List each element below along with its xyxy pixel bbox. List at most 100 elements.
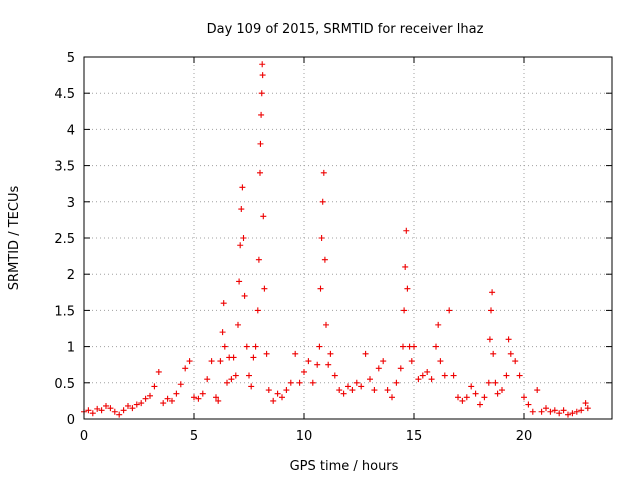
data-point [521, 394, 527, 401]
data-point [512, 358, 519, 365]
data-point [111, 408, 118, 415]
data-point [241, 292, 248, 299]
data-point [543, 405, 549, 412]
data-point [116, 411, 123, 418]
x-tick-label: 20 [516, 429, 533, 444]
data-point [125, 402, 131, 409]
data-point [578, 407, 585, 414]
data-point [257, 140, 264, 147]
x-tick-label: 15 [406, 429, 423, 444]
data-point [283, 387, 290, 394]
data-point [489, 289, 496, 296]
data-point [375, 365, 382, 372]
y-tick-label: 4.5 [54, 87, 75, 102]
data-point [129, 405, 136, 412]
data-point [213, 394, 219, 401]
data-point [248, 383, 255, 390]
data-point [446, 307, 453, 314]
data-point [503, 372, 510, 379]
data-point [270, 397, 277, 404]
data-points [81, 61, 591, 418]
data-point [560, 407, 567, 414]
data-point [263, 350, 270, 357]
data-point [433, 343, 439, 350]
data-point [358, 383, 365, 390]
data-point [384, 387, 391, 394]
data-point [450, 372, 457, 379]
chart-title: Day 109 of 2015, SRMTID for receiver lha… [207, 22, 484, 37]
data-point [393, 379, 400, 386]
x-tick-label: 10 [296, 429, 313, 444]
data-point [199, 390, 206, 397]
data-point [569, 410, 576, 417]
data-point [402, 263, 409, 270]
data-point [551, 407, 558, 414]
data-point [320, 169, 327, 176]
plot-frame [83, 56, 613, 420]
data-point [349, 387, 356, 394]
data-point [441, 372, 448, 379]
data-point [336, 387, 343, 394]
data-point [85, 407, 92, 414]
data-point [89, 410, 96, 417]
data-point [477, 401, 483, 408]
data-point [182, 365, 189, 372]
data-point [208, 358, 215, 365]
data-point [177, 381, 184, 388]
data-point [250, 354, 257, 361]
data-point [380, 358, 387, 365]
data-point [485, 379, 492, 386]
data-point [259, 61, 266, 68]
data-point [246, 372, 252, 379]
data-point [573, 408, 580, 415]
data-point [292, 350, 299, 357]
data-point [221, 343, 228, 350]
data-point [147, 392, 153, 399]
data-point [151, 383, 158, 390]
data-point [94, 405, 101, 412]
data-point [239, 184, 246, 191]
y-tick-label: 2.5 [54, 232, 75, 247]
data-point [219, 329, 226, 336]
data-point [331, 372, 338, 379]
data-point [415, 376, 422, 383]
data-point [160, 400, 167, 407]
data-point [204, 376, 211, 383]
data-point [459, 397, 466, 404]
data-point [403, 227, 410, 234]
data-point [486, 336, 493, 343]
data-point [230, 354, 237, 361]
data-point [279, 394, 285, 401]
data-point [371, 387, 378, 394]
data-point [327, 350, 334, 357]
data-point [507, 350, 514, 357]
data-point [367, 376, 373, 383]
data-point [257, 169, 263, 176]
y-tick-label: 5 [67, 51, 75, 66]
grid-lines [84, 57, 612, 419]
data-point [584, 405, 591, 412]
data-point [340, 390, 347, 397]
data-point [525, 401, 532, 408]
data-point [529, 408, 536, 415]
data-point [195, 395, 202, 402]
data-point [254, 307, 261, 314]
data-point [133, 401, 140, 408]
y-axis-label: SRMTID / TECUs [7, 186, 22, 291]
data-point [258, 111, 265, 118]
data-point [301, 368, 307, 375]
data-point [232, 372, 239, 379]
data-point [468, 383, 475, 390]
data-point [107, 405, 114, 412]
data-point [309, 379, 316, 386]
data-point [260, 213, 267, 220]
data-point [240, 235, 247, 241]
data-point [314, 361, 321, 368]
data-point [236, 278, 243, 285]
data-point [455, 394, 461, 401]
data-point [534, 387, 541, 394]
data-point [252, 343, 259, 350]
data-point [424, 368, 431, 375]
data-point [323, 321, 329, 328]
